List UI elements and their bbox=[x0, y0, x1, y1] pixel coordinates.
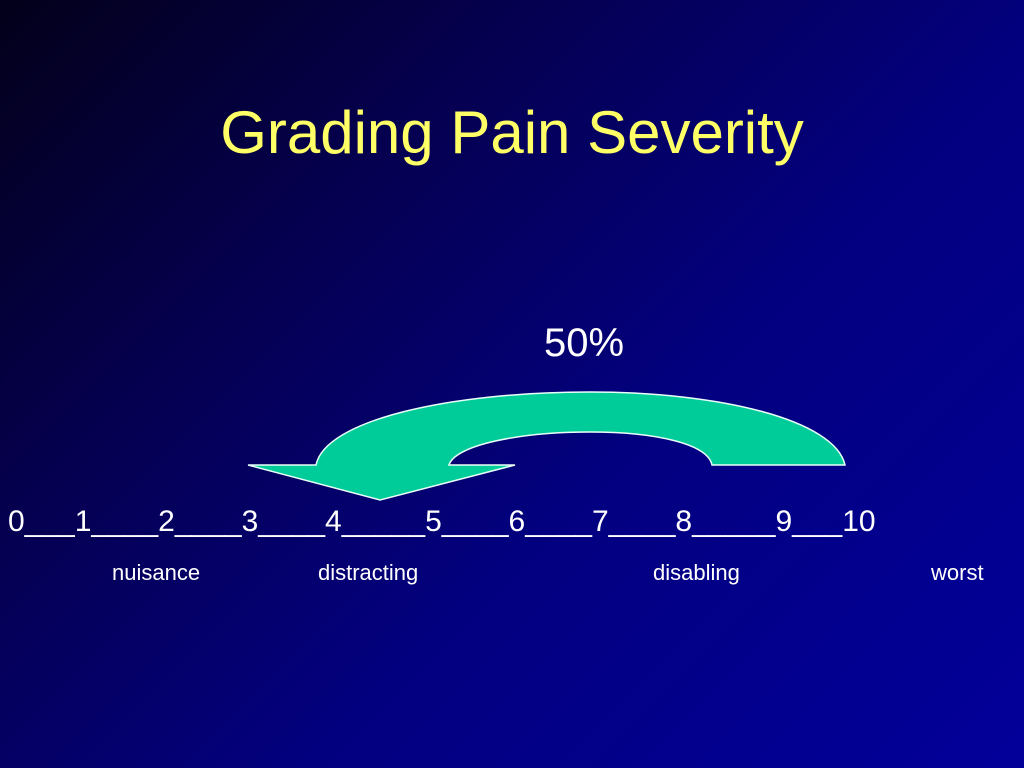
descriptor-disabling: disabling bbox=[653, 560, 740, 585]
descriptor-worst: worst bbox=[931, 560, 984, 585]
pain-scale: 0___1____2____3____4_____5____6____7____… bbox=[8, 505, 876, 538]
descriptor-distracting: distracting bbox=[318, 560, 419, 585]
slide-title: Grading Pain Severity bbox=[220, 99, 804, 166]
reduction-percentage-label: 50% bbox=[543, 321, 625, 365]
descriptor-nuisance: nuisance bbox=[112, 560, 201, 585]
